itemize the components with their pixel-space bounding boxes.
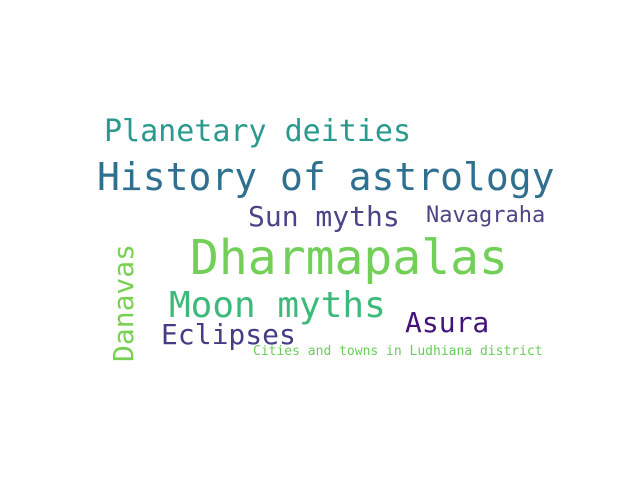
word-navagraha: Navagraha [426,203,546,228]
word-planetary-deities: Planetary deities [104,114,412,149]
word-dharmapalas: Dharmapalas [190,230,508,286]
word-history-of-astrology: History of astrology [97,155,555,199]
word-moon-myths: Moon myths [169,285,386,326]
word-sun-myths: Sun myths [248,200,400,233]
word-cities-and-towns-in-ludhiana-district: Cities and towns in Ludhiana district [253,344,543,359]
word-danavas: Danavas [107,243,140,362]
word-asura: Asura [405,306,490,339]
word-eclipses: Eclipses [161,318,296,351]
